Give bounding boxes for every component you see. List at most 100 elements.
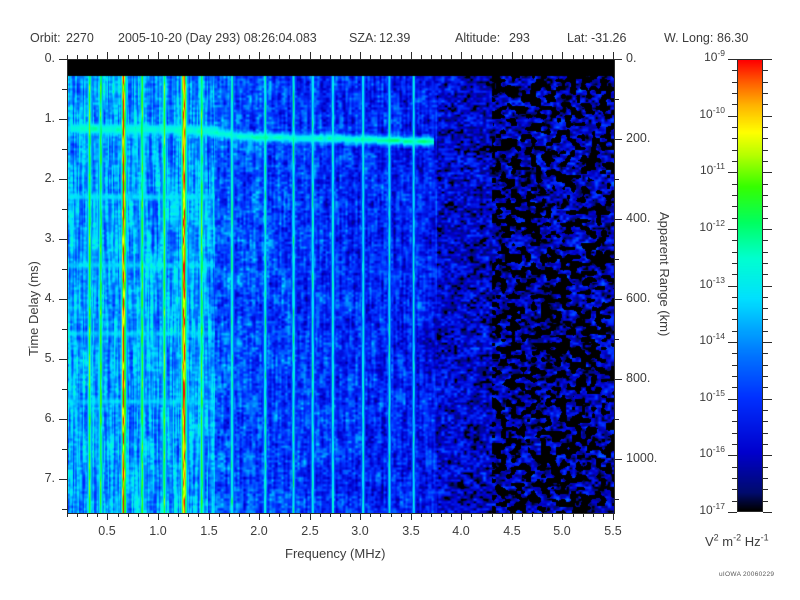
colorbar-minor-tick bbox=[763, 478, 768, 479]
colorbar-minor-tick bbox=[763, 184, 768, 185]
y-axis-left-tick-label: 2. bbox=[44, 171, 55, 185]
y-axis-left-tick bbox=[59, 299, 67, 300]
colorbar-tick-label: 10-17 bbox=[699, 501, 725, 517]
y-axis-left-minor-tick bbox=[62, 449, 67, 450]
x-axis-top-minor-tick bbox=[380, 55, 381, 59]
colorbar-minor-tick bbox=[763, 263, 768, 264]
colorbar-tick bbox=[728, 172, 737, 173]
header-label-3: Altitude: bbox=[455, 31, 501, 45]
x-axis-top-minor-tick bbox=[482, 55, 483, 59]
x-axis-top-minor-tick bbox=[249, 55, 250, 59]
x-axis-minor-tick bbox=[330, 513, 331, 517]
colorbar-minor-tick bbox=[732, 478, 737, 479]
colorbar-tick bbox=[763, 59, 772, 60]
y-axis-left-tick-label: 7. bbox=[44, 471, 55, 485]
colorbar-minor-tick bbox=[732, 82, 737, 83]
x-axis-tick bbox=[259, 513, 260, 520]
colorbar-minor-tick bbox=[732, 93, 737, 94]
x-axis-minor-tick bbox=[300, 513, 301, 517]
x-axis-top-minor-tick bbox=[573, 55, 574, 59]
x-axis-minor-tick bbox=[118, 513, 119, 517]
x-axis-top-minor-tick bbox=[340, 55, 341, 59]
x-axis-minor-tick bbox=[552, 513, 553, 517]
x-axis-minor-tick bbox=[542, 513, 543, 517]
y-axis-left-tick bbox=[59, 359, 67, 360]
x-axis-top-minor-tick bbox=[107, 55, 108, 59]
x-axis-minor-tick bbox=[401, 513, 402, 517]
colorbar bbox=[737, 59, 763, 512]
x-axis-minor-tick bbox=[188, 513, 189, 517]
x-axis-tick-label: 3.0 bbox=[351, 524, 369, 538]
colorbar-minor-tick bbox=[732, 410, 737, 411]
x-axis-top-minor-tick bbox=[471, 55, 472, 59]
colorbar-tick-label: 10-14 bbox=[699, 331, 725, 347]
colorbar-minor-tick bbox=[763, 161, 768, 162]
y-axis-right-tick-label: 800. bbox=[626, 371, 651, 385]
colorbar-minor-tick bbox=[763, 274, 768, 275]
x-axis-top-minor-tick bbox=[512, 55, 513, 59]
y-axis-right-tick-label: 200. bbox=[626, 131, 651, 145]
x-axis-top-minor-tick bbox=[148, 55, 149, 59]
y-axis-right-tick-label: 600. bbox=[626, 291, 651, 305]
y-axis-right-minor-tick bbox=[614, 99, 619, 100]
colorbar-minor-tick bbox=[763, 240, 768, 241]
x-axis-top-minor-tick bbox=[603, 55, 604, 59]
colorbar-minor-tick bbox=[763, 206, 768, 207]
y-axis-right-tick-label: 1000. bbox=[626, 451, 658, 465]
colorbar-minor-tick bbox=[763, 93, 768, 94]
x-axis-minor-tick bbox=[320, 513, 321, 517]
colorbar-minor-tick bbox=[763, 501, 768, 502]
x-axis-top-minor-tick bbox=[279, 55, 280, 59]
colorbar-tick-label: 10-15 bbox=[699, 388, 725, 404]
colorbar-tick bbox=[763, 172, 772, 173]
x-axis-minor-tick bbox=[451, 513, 452, 517]
colorbar-minor-tick bbox=[763, 444, 768, 445]
x-axis-tick-label: 4.0 bbox=[452, 524, 470, 538]
x-axis-tick bbox=[107, 513, 108, 520]
x-axis-tick bbox=[512, 513, 513, 520]
x-axis-tick bbox=[461, 513, 462, 520]
x-axis-tick-label: 1.5 bbox=[200, 524, 218, 538]
x-axis-minor-tick bbox=[502, 513, 503, 517]
x-axis-minor-tick bbox=[421, 513, 422, 517]
colorbar-minor-tick bbox=[763, 104, 768, 105]
colorbar-tick bbox=[763, 229, 772, 230]
y-axis-right-tick-label: 400. bbox=[626, 211, 651, 225]
x-axis-minor-tick bbox=[380, 513, 381, 517]
y-axis-left-tick-label: 0. bbox=[44, 51, 55, 65]
x-axis-minor-tick bbox=[482, 513, 483, 517]
colorbar-tick bbox=[728, 512, 737, 513]
x-axis-top-minor-tick bbox=[178, 55, 179, 59]
colorbar-minor-tick bbox=[732, 150, 737, 151]
x-axis-top-minor-tick bbox=[593, 55, 594, 59]
x-axis-top-minor-tick bbox=[552, 55, 553, 59]
x-axis-tick-label: 3.5 bbox=[402, 524, 420, 538]
x-axis-top-minor-tick bbox=[138, 55, 139, 59]
x-axis-minor-tick bbox=[87, 513, 88, 517]
colorbar-minor-tick bbox=[732, 104, 737, 105]
y-axis-left-tick-label: 3. bbox=[44, 231, 55, 245]
x-axis-top-minor-tick bbox=[502, 55, 503, 59]
x-axis-top-minor-tick bbox=[77, 55, 78, 59]
colorbar-minor-tick bbox=[763, 331, 768, 332]
x-axis-minor-tick bbox=[249, 513, 250, 517]
x-axis-top-minor-tick bbox=[289, 55, 290, 59]
colorbar-minor-tick bbox=[732, 252, 737, 253]
x-axis-minor-tick bbox=[67, 513, 68, 517]
y-axis-left-tick bbox=[59, 479, 67, 480]
y-axis-right-tick-label: 0. bbox=[626, 51, 637, 65]
colorbar-minor-tick bbox=[732, 467, 737, 468]
radargram-heatmap bbox=[68, 60, 614, 513]
y-axis-left-minor-tick bbox=[62, 149, 67, 150]
x-axis-minor-tick bbox=[289, 513, 290, 517]
x-axis-top-minor-tick bbox=[431, 55, 432, 59]
y-axis-right-minor-tick bbox=[614, 339, 619, 340]
x-axis-tick bbox=[613, 513, 614, 520]
colorbar-minor-tick bbox=[763, 252, 768, 253]
colorbar-minor-tick bbox=[763, 467, 768, 468]
x-axis-minor-tick bbox=[522, 513, 523, 517]
x-axis-title: Frequency (MHz) bbox=[285, 546, 386, 561]
x-axis-minor-tick bbox=[471, 513, 472, 517]
x-axis-top-minor-tick bbox=[391, 55, 392, 59]
x-axis-top-minor-tick bbox=[87, 55, 88, 59]
